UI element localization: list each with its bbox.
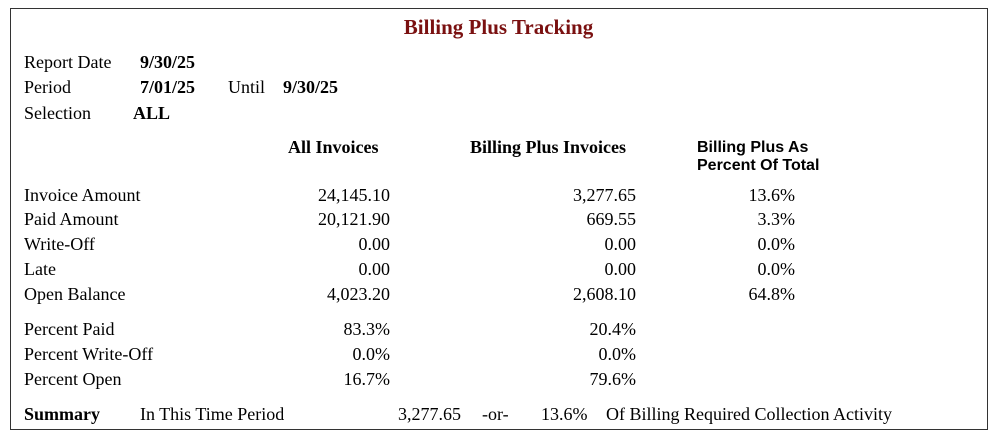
label: Until [228,77,266,97]
row-label: Late [24,259,56,279]
cell-value: 4,023.20 [327,284,390,304]
cell-value: 20.4% [589,319,637,339]
label: Report Date [24,52,112,72]
column-header: All Invoices [288,137,379,157]
summary-text: -or- [482,404,509,424]
cell-value: 79.6% [589,369,637,389]
value: 7/01/25 [140,77,196,97]
cell-value: 16.7% [343,369,391,389]
cell-value: 2,608.10 [573,284,636,304]
value: 9/30/25 [283,77,339,97]
row-label: Write-Off [24,234,95,254]
column-header: Percent Of Total [697,157,820,174]
row-label: Open Balance [24,284,126,304]
cell-value: 0.0% [598,344,637,364]
label: Period [24,77,71,97]
cell-value: 0.00 [358,234,391,254]
cell-value: 0.00 [604,234,637,254]
cell-value: 669.55 [586,209,637,229]
label: Selection [24,103,91,123]
cell-value: 0.0% [352,344,391,364]
column-header: Billing Plus Invoices [470,137,627,157]
cell-value: 0.00 [604,259,637,279]
row-label: Invoice Amount [24,185,141,205]
cell-value: 3.3% [757,209,796,229]
summary-text: In This Time Period [140,404,285,424]
cell-value: 64.8% [748,284,796,304]
frame [10,8,988,430]
summary-label: Summary [24,404,100,424]
row-label: Percent Write-Off [24,344,154,364]
column-header: Billing Plus As [697,139,809,156]
summary-amount: 3,277.65 [398,404,461,424]
cell-value: 24,145.10 [318,185,390,205]
cell-value: 0.00 [358,259,391,279]
cell-value: 83.3% [343,319,391,339]
row-label: Percent Paid [24,319,115,339]
cell-value: 20,121.90 [318,209,390,229]
row-label: Paid Amount [24,209,119,229]
cell-value: 13.6% [748,185,796,205]
value: ALL [133,103,171,123]
summary-percent: 13.6% [541,404,588,424]
cell-value: 0.0% [757,259,796,279]
summary-text: Of Billing Required Collection Activity [606,404,892,424]
row-label: Percent Open [24,369,122,389]
value: 9/30/25 [140,52,196,72]
cell-value: 0.0% [757,234,796,254]
title: Billing Plus Tracking [403,15,594,39]
cell-value: 3,277.65 [573,185,636,205]
